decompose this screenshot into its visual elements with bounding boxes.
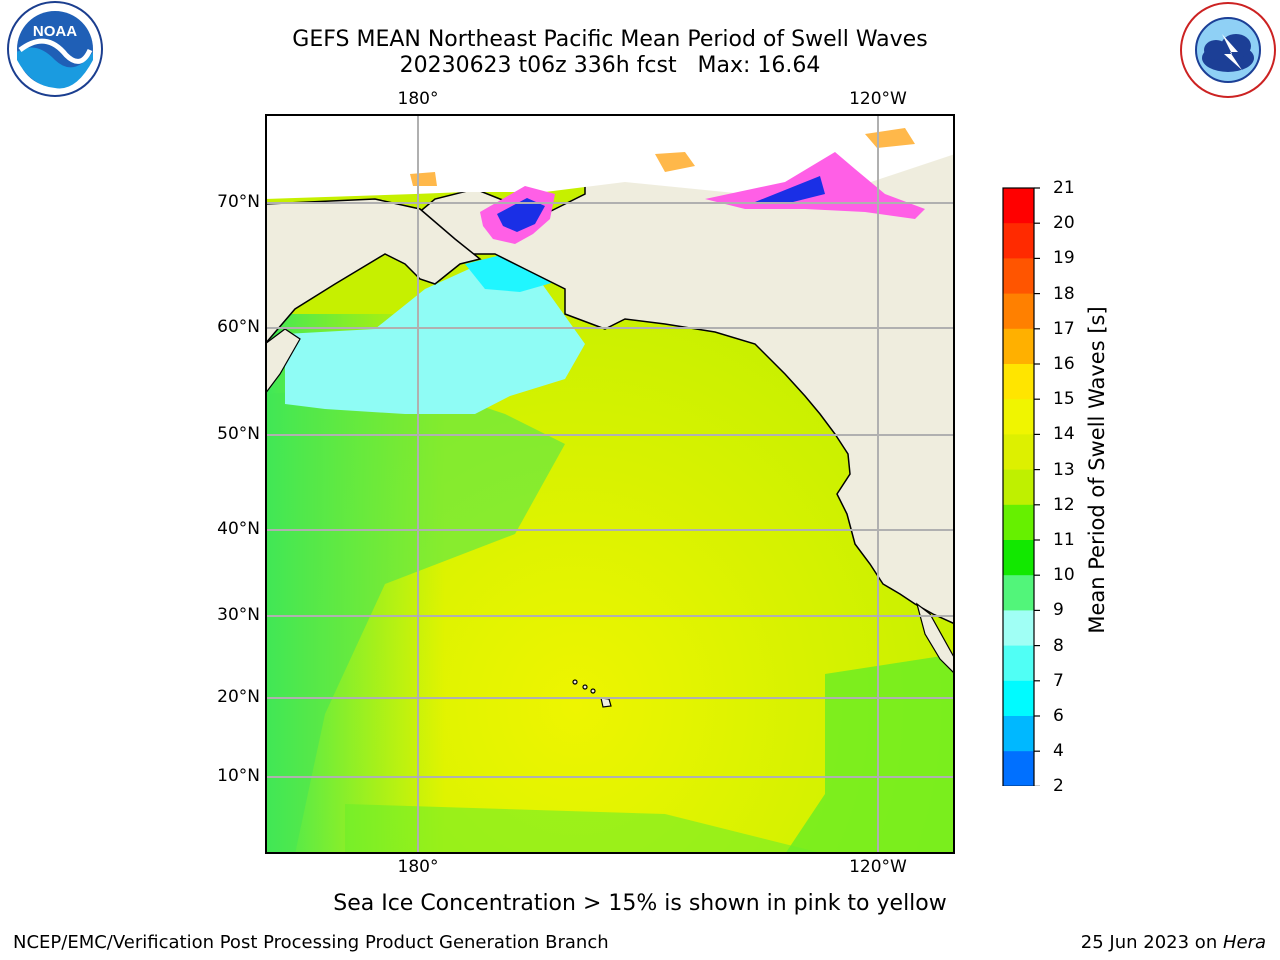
colorbar-tick-label: 17 — [1053, 318, 1075, 339]
chart-title: GEFS MEAN Northeast Pacific Mean Period … — [292, 27, 928, 52]
colorbar-tick-label: 9 — [1053, 600, 1064, 621]
colorbar-segment — [1003, 504, 1034, 541]
bering-sea-cyan — [285, 264, 585, 414]
colorbar-segment — [1003, 258, 1034, 295]
colorbar-tick-label: 10 — [1053, 565, 1075, 586]
colorbar-tick-label: 6 — [1053, 706, 1064, 726]
colorbar-segment — [1003, 469, 1034, 506]
colorbar-tick-label: 16 — [1053, 354, 1075, 374]
colorbar-segment — [1003, 680, 1034, 717]
footer-date-text: 25 Jun 2023 on — [1080, 932, 1223, 953]
colorbar-segment — [1003, 575, 1034, 611]
footer-credit: NCEP/EMC/Verification Post Processing Pr… — [13, 932, 609, 953]
sea-ice-chukchi-core — [497, 198, 545, 232]
colorbar-tick-label: 2 — [1053, 776, 1064, 797]
colorbar-tick-label: 13 — [1053, 459, 1075, 480]
colorbar-segment — [1003, 610, 1034, 647]
colorbar-segment — [1003, 716, 1034, 752]
lat-label-20n: 20°N — [217, 687, 260, 707]
colorbar-tick-label: 8 — [1053, 635, 1064, 656]
map-frame — [265, 114, 955, 854]
lat-label-50n: 50°N — [217, 424, 260, 444]
lon-label-top-180: 180° — [397, 89, 439, 109]
lat-label-40n: 40°N — [217, 519, 260, 539]
sea-ice-yellow-patches — [410, 128, 915, 186]
sea-ice-note-text: Sea Ice Concentration > 15% is shown in … — [333, 891, 947, 916]
footer-machine: Hera — [1222, 932, 1266, 953]
colorbar-segment — [1003, 645, 1034, 682]
colorbar-tick-label: 7 — [1053, 670, 1064, 691]
colorbar-tick-label: 20 — [1053, 213, 1075, 234]
bering-strait-cyan — [465, 254, 555, 292]
lat-label-30n: 30°N — [217, 605, 260, 625]
noaa-logo: NOAA — [6, 0, 104, 98]
chart-subtitle: 20230623 t06z 336h fcst Max: 16.64 — [399, 53, 821, 78]
colorbar — [1002, 187, 1040, 786]
ocean-south-green — [345, 804, 825, 854]
ocean-southeast-green — [785, 654, 955, 854]
graticule — [265, 114, 955, 854]
colorbar-segment — [1003, 293, 1034, 330]
colorbar-segment — [1003, 223, 1034, 259]
lon-label-bottom-180: 180° — [397, 857, 439, 877]
land-siberia — [265, 198, 482, 346]
colorbar-frame — [1002, 187, 1035, 786]
sea-ice-beaufort-core — [755, 176, 825, 204]
colorbar-tick-label: 15 — [1053, 389, 1075, 410]
colorbar-tick-label: 4 — [1053, 741, 1064, 762]
lat-label-60n: 60°N — [217, 317, 260, 337]
colorbar-segment — [1003, 434, 1034, 471]
colorbar-segment — [1003, 188, 1034, 224]
colorbar-tick-label: 11 — [1053, 530, 1075, 550]
land-baja — [915, 602, 955, 675]
colorbar-segment — [1003, 540, 1034, 576]
ocean-green-patches — [265, 384, 565, 854]
land-kamchatka — [265, 328, 301, 395]
colorbar-segment — [1003, 328, 1034, 365]
colorbar-tick-label: 14 — [1053, 424, 1075, 445]
lon-label-bottom-120w: 120°W — [849, 857, 907, 877]
colorbar-tick-label: 12 — [1053, 494, 1075, 515]
svg-text:NOAA: NOAA — [33, 23, 77, 40]
nws-logo — [1178, 0, 1278, 100]
swell-period-map — [265, 114, 955, 854]
colorbar-segment — [1003, 399, 1034, 435]
footer-date: 25 Jun 2023 on Hera — [1081, 932, 1266, 953]
lat-label-10n: 10°N — [217, 766, 260, 786]
colorbar-tick-label: 18 — [1053, 283, 1075, 304]
sea-ice-note: Sea Ice Concentration > 15% is shown in … — [0, 891, 1280, 916]
colorbar-tick-label: 19 — [1053, 248, 1075, 269]
colorbar-segment — [1003, 751, 1034, 786]
colorbar-label: Mean Period of Swell Waves [s] — [1085, 306, 1109, 634]
colorbar-tick-label: 21 — [1053, 178, 1075, 198]
arctic-ocean — [265, 114, 955, 199]
lon-label-top-120w: 120°W — [849, 89, 907, 109]
colorbar-segment — [1003, 364, 1034, 400]
lat-label-70n: 70°N — [217, 192, 260, 212]
